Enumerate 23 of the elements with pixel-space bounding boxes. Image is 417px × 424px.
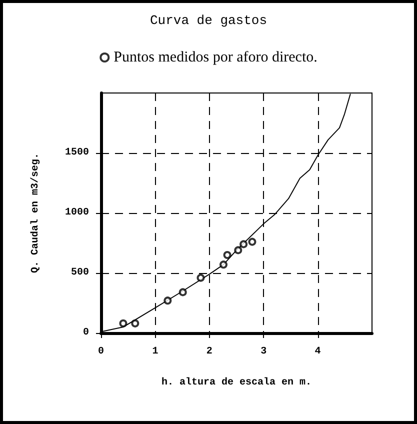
y-tick-label: 1500: [64, 148, 89, 158]
y-axis-title: Q. Caudal en m3/seg.: [30, 152, 42, 274]
point: [164, 296, 172, 305]
point: [220, 260, 228, 269]
point: [223, 251, 232, 259]
x-tick-label: 4: [314, 346, 321, 358]
point: [196, 274, 205, 282]
chart-title: Curva de gastos: [150, 13, 268, 28]
x-tick-label: 2: [206, 346, 212, 358]
point: [234, 246, 242, 254]
point: [131, 319, 140, 328]
legend-label: Puntos medidos por aforo directo.: [114, 50, 318, 66]
y-tick-label: 1000: [64, 208, 89, 218]
point: [240, 240, 248, 248]
x-tick-label: 1: [152, 346, 158, 358]
y-tick-label: 0: [82, 328, 89, 338]
y-tick-label: 500: [70, 268, 89, 278]
point: [178, 288, 187, 296]
point: [119, 319, 128, 328]
x-tick-label: 3: [260, 346, 267, 358]
x-tick-label: 0: [98, 346, 104, 358]
x-axis-title: h. altura de escala en m.: [161, 376, 312, 388]
point: [248, 238, 256, 246]
